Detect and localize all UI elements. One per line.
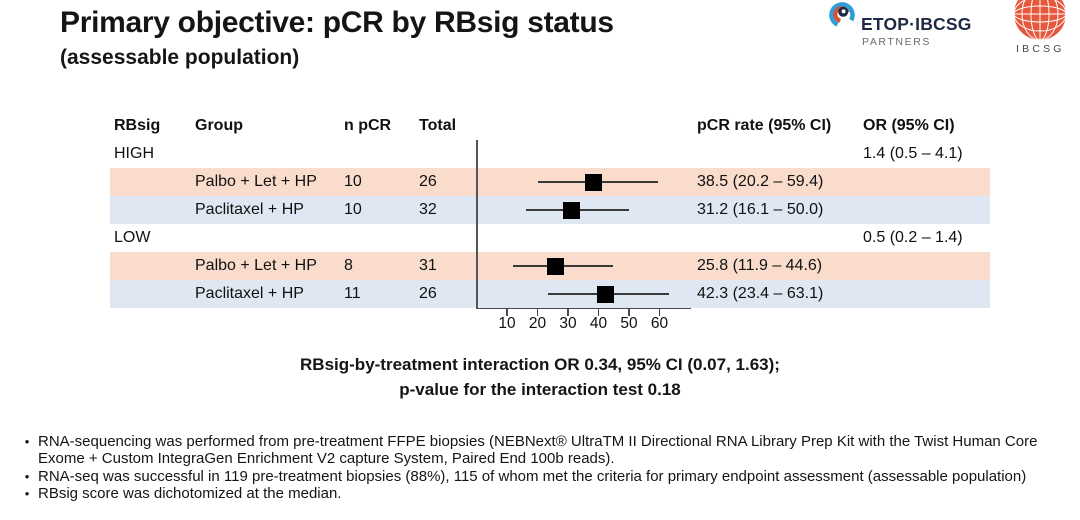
etop-ibcsg-logo: ETOP·IBCSG PARTNERS — [828, 1, 998, 53]
x-axis-tick — [567, 309, 569, 316]
bullet-glyph: • — [24, 485, 30, 501]
or-value: 0.5 (0.2 – 1.4) — [863, 229, 963, 246]
total-value: 26 — [419, 173, 437, 190]
col-header-rbsig: RBsig — [114, 117, 161, 134]
pcr-rate-value: 38.5 (20.2 – 59.4) — [697, 173, 824, 190]
point-estimate-marker — [563, 201, 581, 219]
x-axis-tick — [628, 309, 630, 316]
n-pcr-value: 8 — [344, 257, 353, 274]
bullet-glyph: • — [24, 468, 30, 484]
x-axis-tick-label: 40 — [589, 315, 608, 332]
col-header-rate: pCR rate (95% CI) — [697, 117, 832, 134]
ibcsg-globe-icon — [1013, 0, 1067, 41]
footnote-item: • RBsig score was dichotomized at the med… — [16, 485, 1064, 502]
etop-logo-text: ETOP·IBCSG — [861, 14, 972, 34]
total-value: 31 — [419, 257, 437, 274]
n-pcr-value: 11 — [344, 285, 361, 302]
col-header-npcr: n pCR — [344, 117, 392, 134]
interaction-line1: RBsig-by-treatment interaction OR 0.34, … — [300, 355, 780, 374]
page-title: Primary objective: pCR by RBsig status — [60, 6, 614, 39]
interaction-line2: p-value for the interaction test 0.18 — [399, 380, 681, 399]
bullet-glyph: • — [24, 434, 30, 449]
pcr-rate-value: 42.3 (23.4 – 63.1) — [697, 285, 824, 302]
x-axis-tick-label: 10 — [498, 315, 516, 332]
point-estimate-marker — [597, 285, 614, 303]
col-header-group: Group — [195, 117, 243, 134]
col-header-or: OR (95% CI) — [863, 117, 955, 134]
page-subtitle: (assessable population) — [60, 46, 300, 69]
group-label: Paclitaxel + HP — [195, 201, 304, 218]
plot-zero-line — [476, 140, 478, 308]
plot-x-axis — [476, 307, 691, 310]
x-axis-tick — [536, 309, 539, 316]
col-header-total: Total — [419, 117, 457, 134]
point-estimate-marker — [585, 173, 603, 191]
interaction-note: RBsig-by-treatment interaction OR 0.34, … — [0, 352, 1080, 402]
x-axis-tick — [506, 309, 508, 316]
x-axis-tick-label: 20 — [528, 315, 547, 332]
pcr-rate-value: 31.2 (16.1 – 50.0) — [697, 201, 824, 218]
x-axis-tick-label: 50 — [620, 315, 638, 332]
pcr-rate-value: 25.8 (11.9 – 44.6) — [697, 257, 823, 274]
group-label: Palbo + Let + HP — [195, 173, 317, 190]
footnote-text: RNA-sequencing was performed from pre-tr… — [38, 433, 1038, 468]
rbsig-section-label: HIGH — [114, 145, 154, 162]
ibcsg-logo-text: IBCSG — [1016, 43, 1065, 55]
etop-partners-text: PARTNERS — [862, 36, 932, 48]
footnote-item: • RNA-seq was successful in 119 pre-treat… — [16, 468, 1064, 485]
etop-swirl-icon — [829, 2, 855, 28]
footnotes: • RNA-sequencing was performed from pre-t… — [16, 433, 1064, 502]
n-pcr-value: 10 — [344, 201, 362, 218]
total-value: 26 — [419, 285, 437, 302]
or-value: 1.4 (0.5 – 4.1) — [863, 145, 963, 162]
footnote-text: RBsig score was dichotomized at the medi… — [38, 484, 342, 502]
x-axis-tick — [597, 309, 600, 316]
group-label: Palbo + Let + HP — [195, 257, 317, 274]
group-label: Paclitaxel + HP — [195, 285, 304, 302]
x-axis-tick-label: 60 — [650, 315, 669, 332]
n-pcr-value: 10 — [344, 173, 362, 190]
ibcsg-logo: IBCSG — [1012, 0, 1074, 58]
x-axis-tick-label: 30 — [559, 315, 577, 332]
x-axis-tick — [658, 309, 661, 316]
rbsig-section-label: LOW — [114, 229, 151, 246]
point-estimate-marker — [546, 257, 564, 275]
footnote-text: RNA-seq was successful in 119 pre-treatm… — [38, 467, 1027, 485]
total-value: 32 — [419, 201, 437, 218]
footnote-item: • RNA-sequencing was performed from pre-t… — [16, 433, 1064, 468]
